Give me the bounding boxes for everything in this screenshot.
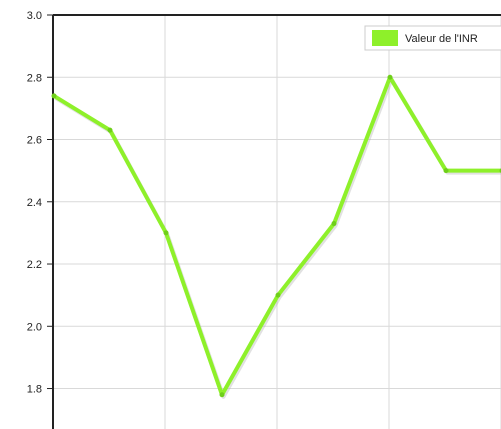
axis-layer [52, 14, 501, 429]
y-tick-labels: 3.0 2.8 2.6 2.4 2.2 2.0 1.8 [27, 10, 53, 396]
y-tick-label: 2.0 [27, 321, 42, 333]
y-tick-label: 1.8 [27, 384, 42, 396]
y-tick-label: 2.6 [27, 135, 42, 147]
data-point [107, 127, 113, 133]
series-layer [51, 74, 501, 399]
series-line-shadow [54, 77, 501, 399]
legend: Valeur de l'INR [364, 25, 501, 51]
data-point [387, 74, 393, 80]
legend-label: Valeur de l'INR [405, 33, 478, 45]
y-tick-label: 2.2 [27, 259, 42, 271]
legend-swatch [372, 30, 398, 46]
grid-layer [53, 14, 501, 429]
data-point [51, 93, 57, 99]
y-tick-label: 2.8 [27, 72, 42, 84]
data-point [331, 221, 337, 227]
data-point [219, 392, 225, 398]
data-point [443, 168, 449, 174]
data-point [275, 292, 281, 298]
y-tick-label: 3.0 [27, 10, 42, 22]
y-tick-label: 2.4 [27, 197, 42, 209]
data-point [163, 230, 169, 236]
